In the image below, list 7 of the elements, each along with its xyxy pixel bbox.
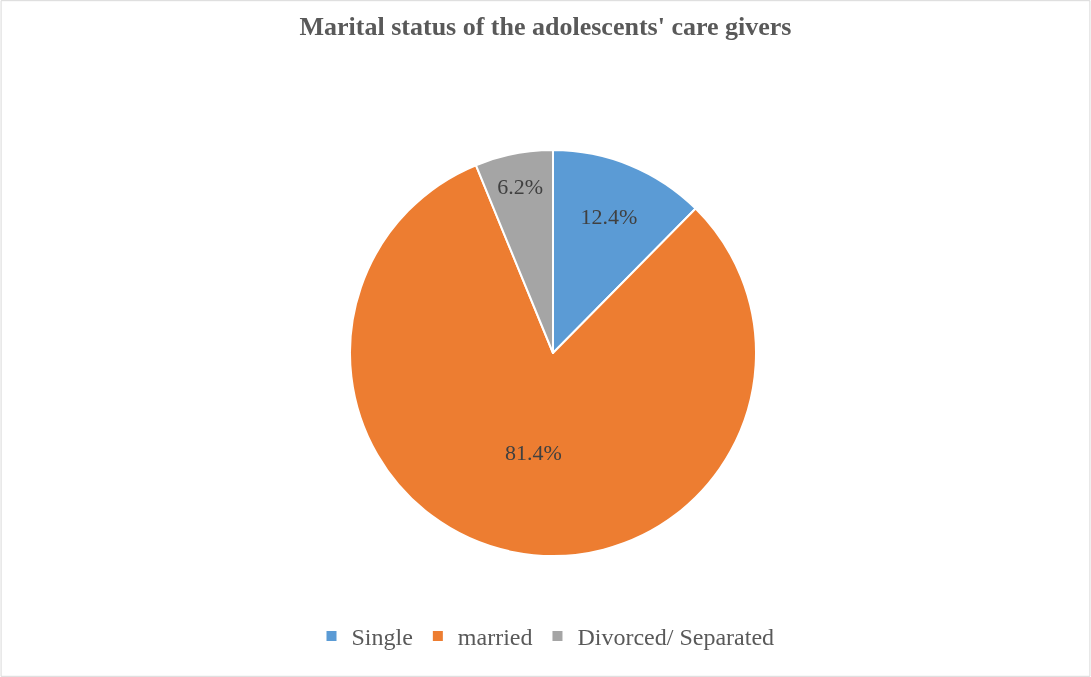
data-label: 81.4% xyxy=(504,440,562,466)
chart-title: Marital status of the adolescents' care givers xyxy=(299,12,792,42)
legend-label: Single xyxy=(351,624,413,651)
legend-label: Divorced/ Separated xyxy=(577,624,775,651)
data-label: 6.2% xyxy=(497,173,543,199)
data-label: 12.4% xyxy=(580,204,638,230)
legend-label: married xyxy=(457,624,533,651)
